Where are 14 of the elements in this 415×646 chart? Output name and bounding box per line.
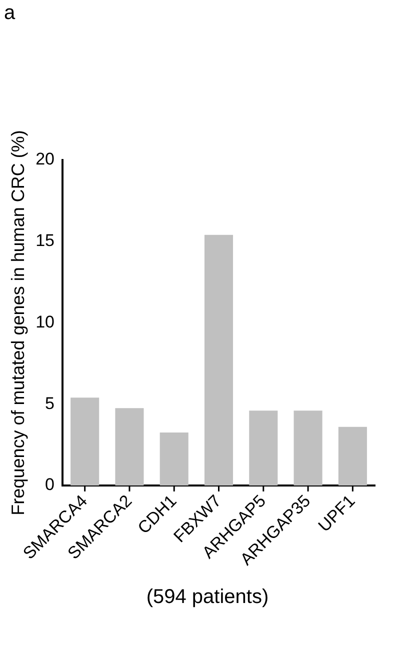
bar bbox=[70, 398, 100, 486]
bar bbox=[115, 408, 144, 486]
bar bbox=[338, 426, 367, 486]
text: a bbox=[4, 2, 16, 25]
bar bbox=[249, 410, 278, 486]
bar bbox=[204, 234, 234, 486]
y-tick-label: 20 bbox=[36, 150, 55, 169]
bar bbox=[294, 410, 322, 486]
bar bbox=[160, 432, 188, 486]
y-tick-label: 5 bbox=[45, 394, 55, 413]
y-tick-label: 15 bbox=[36, 231, 55, 250]
text: (594 patients) bbox=[145, 586, 270, 609]
y-tick-label: 10 bbox=[36, 312, 55, 332]
y-tick-label: 0 bbox=[45, 475, 55, 494]
